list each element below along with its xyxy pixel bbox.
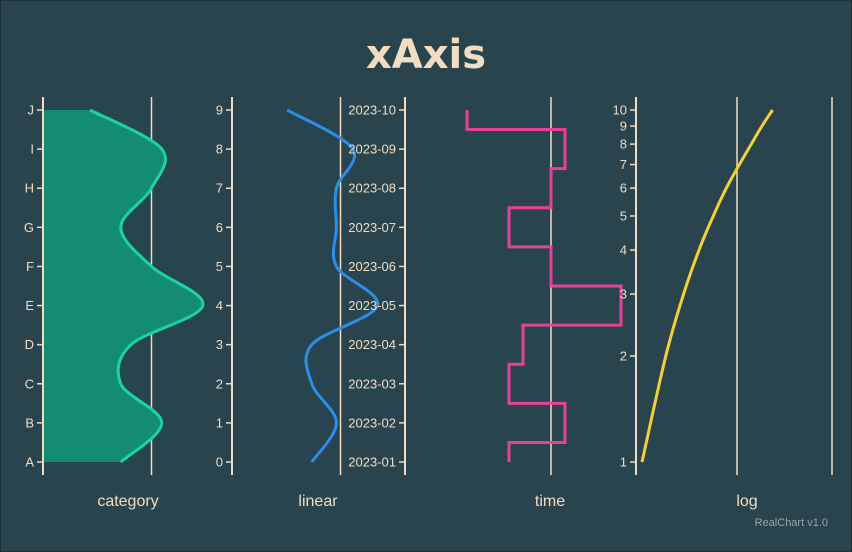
category-point — [119, 461, 122, 464]
category-tick-label: B — [25, 415, 34, 430]
category-point — [160, 148, 163, 151]
time-axis-title: time — [535, 493, 565, 510]
log-tick-label: 1 — [620, 455, 627, 470]
time-tick-label: 2023-03 — [348, 376, 396, 391]
log-tick-label: 10 — [613, 103, 627, 118]
time-tick-label: 2023-08 — [348, 181, 396, 196]
linear-tick-label: 6 — [216, 220, 223, 235]
category-point — [119, 382, 122, 385]
log-point — [750, 143, 753, 146]
category-point — [150, 187, 153, 190]
category-point — [130, 343, 133, 346]
category-tick-label: A — [25, 455, 34, 470]
linear-point — [335, 187, 338, 190]
linear-axis-title: linear — [298, 493, 338, 510]
log-tick-label: 2 — [620, 349, 627, 364]
time-tick-label: 2023-05 — [348, 298, 396, 313]
time-point — [466, 109, 469, 112]
category-series-line — [89, 108, 205, 464]
linear-series-line — [286, 108, 379, 463]
time-point — [564, 148, 567, 151]
linear-tick-label: 5 — [216, 259, 223, 274]
linear-tick-label: 2 — [216, 376, 223, 391]
log-tick-label: 5 — [620, 208, 627, 223]
category-point — [160, 421, 163, 424]
linear-tick-label: 8 — [216, 142, 223, 157]
panel-log: 1 2 3 4 5 6 7 8 910 log — [613, 97, 833, 510]
time-point — [550, 265, 553, 268]
category-tick-label: G — [24, 220, 34, 235]
log-axis-title: log — [736, 493, 757, 510]
linear-tick-label: 9 — [216, 103, 223, 118]
credit-label: RealChart v1.0 — [755, 517, 828, 529]
time-point — [508, 226, 511, 229]
time-tick-label: 2023-01 — [348, 455, 396, 470]
time-series-line — [465, 110, 623, 462]
time-point — [508, 461, 511, 464]
panel-time: 2023-01 2023-02 2023-03 2023-04 2023-05 2023-… — [348, 97, 623, 510]
log-point — [760, 125, 763, 128]
log-point — [641, 461, 644, 464]
log-point — [664, 355, 667, 358]
category-tick-label: I — [30, 142, 34, 157]
log-tick-label: 4 — [620, 243, 627, 258]
log-point — [682, 293, 685, 296]
time-point — [550, 187, 553, 190]
linear-point — [335, 265, 338, 268]
time-point — [522, 343, 525, 346]
category-tick-label: F — [26, 259, 34, 274]
time-tick-label: 2023-02 — [348, 415, 396, 430]
category-area-fill — [44, 110, 203, 462]
linear-point — [335, 226, 338, 229]
category-tick-label: J — [28, 103, 35, 118]
category-tick-label: E — [25, 298, 34, 313]
log-tick-label: 9 — [620, 119, 627, 134]
log-point — [771, 109, 774, 112]
time-tick-label: 2023-07 — [348, 220, 396, 235]
time-tick-label: 2023-06 — [348, 259, 396, 274]
chart-title: xAxis — [366, 32, 486, 78]
linear-tick-label: 1 — [216, 415, 223, 430]
time-tick-label: 2023-04 — [348, 337, 396, 352]
linear-point — [335, 421, 338, 424]
linear-point — [310, 461, 313, 464]
log-tick-label: 8 — [620, 137, 627, 152]
linear-tick-label: 0 — [216, 455, 223, 470]
time-point — [620, 304, 623, 307]
category-point — [150, 265, 153, 268]
linear-tick-label: 3 — [216, 337, 223, 352]
time-tick-label: 2023-09 — [348, 142, 396, 157]
time-tick-label: 2023-10 — [348, 103, 396, 118]
log-series-line — [640, 109, 774, 463]
log-point — [698, 249, 701, 252]
linear-point — [286, 109, 289, 112]
category-axis-title: category — [97, 493, 158, 510]
log-tick-label: 7 — [620, 157, 627, 172]
category-point — [201, 304, 204, 307]
log-point — [725, 187, 728, 190]
linear-tick-label: 4 — [216, 298, 223, 313]
linear-point — [310, 343, 313, 346]
time-point — [508, 382, 511, 385]
category-point — [89, 109, 92, 112]
log-point — [738, 163, 741, 166]
log-point — [712, 214, 715, 217]
time-point — [564, 421, 567, 424]
category-tick-label: D — [25, 337, 34, 352]
log-tick-label: 3 — [620, 287, 627, 302]
category-tick-label: C — [25, 376, 34, 391]
category-tick-label: H — [25, 181, 34, 196]
linear-point — [310, 382, 313, 385]
panel-linear: 0 1 2 3 4 5 6 7 8 9 linear — [216, 97, 379, 510]
linear-tick-label: 7 — [216, 181, 223, 196]
category-point — [119, 226, 122, 229]
log-tick-label: 6 — [620, 181, 627, 196]
